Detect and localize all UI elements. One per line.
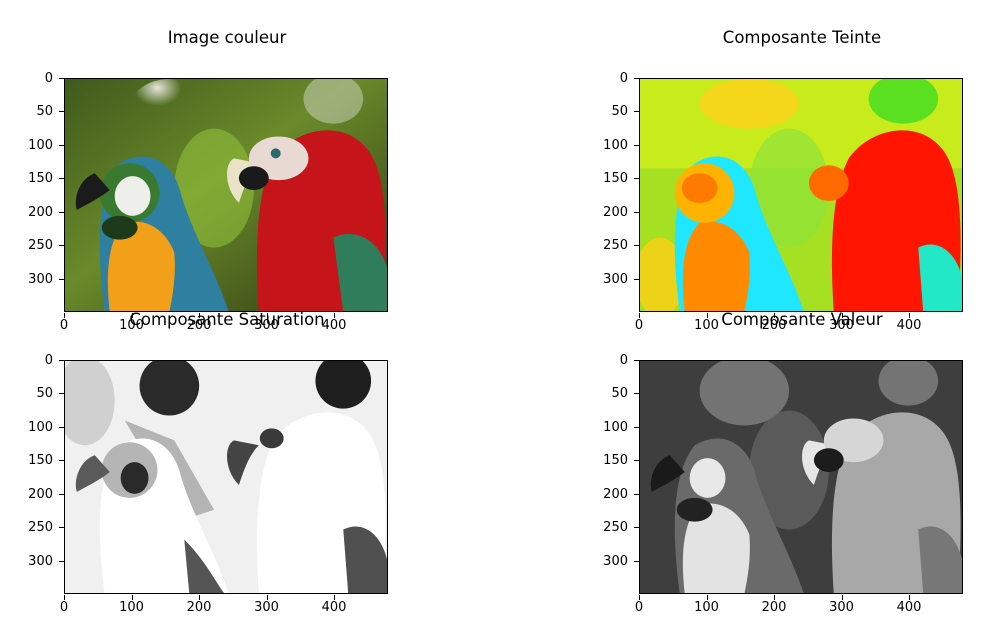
panel-title: Composante Saturation	[129, 310, 325, 329]
y-tick-label: 150	[576, 453, 639, 468]
y-tick-label: 250	[1, 520, 64, 535]
x-tick-label: 400	[889, 595, 929, 615]
y-tick-label: 100	[1, 420, 64, 435]
y-tick-label: 0	[1, 353, 64, 368]
y-tick-label: 200	[576, 205, 639, 220]
image-axes	[64, 78, 388, 312]
x-tick-label: 200	[754, 313, 794, 333]
image-axes	[64, 360, 388, 594]
x-tick-label: 0	[44, 313, 84, 333]
color-image	[65, 79, 387, 311]
value-image	[640, 361, 962, 593]
panel-saturation: Composante Saturation	[0, 308, 388, 598]
y-tick-label: 0	[576, 71, 639, 86]
x-tick-label: 300	[247, 595, 287, 615]
image-axes	[639, 78, 963, 312]
y-tick-label: 50	[576, 386, 639, 401]
panel-hue: Composante Teinte	[575, 26, 963, 316]
y-tick-label: 250	[1, 238, 64, 253]
x-tick-label: 300	[822, 313, 862, 333]
x-tick-label: 400	[314, 313, 354, 333]
x-tick-label: 100	[687, 595, 727, 615]
y-tick-label: 150	[1, 171, 64, 186]
y-tick-label: 150	[1, 453, 64, 468]
hue-image	[640, 79, 962, 311]
y-tick-label: 0	[576, 353, 639, 368]
y-tick-label: 200	[1, 487, 64, 502]
x-tick-label: 100	[112, 313, 152, 333]
y-tick-label: 300	[576, 272, 639, 287]
panel-title: Composante Valeur	[721, 310, 883, 329]
panel-title: Composante Teinte	[722, 28, 882, 47]
y-tick-label: 50	[1, 104, 64, 119]
image-axes	[639, 360, 963, 594]
y-tick-label: 250	[576, 520, 639, 535]
panel-color-image: Image couleur	[0, 26, 388, 316]
y-tick-label: 0	[1, 71, 64, 86]
y-tick-label: 100	[576, 420, 639, 435]
y-tick-label: 250	[576, 238, 639, 253]
x-tick-label: 0	[44, 595, 84, 615]
y-tick-label: 150	[576, 171, 639, 186]
y-tick-label: 50	[1, 386, 64, 401]
x-tick-label: 300	[822, 595, 862, 615]
x-tick-label: 300	[247, 313, 287, 333]
x-tick-label: 100	[687, 313, 727, 333]
y-tick-label: 50	[576, 104, 639, 119]
y-tick-label: 300	[1, 554, 64, 569]
x-tick-label: 200	[179, 313, 219, 333]
x-tick-label: 200	[754, 595, 794, 615]
y-tick-label: 100	[576, 138, 639, 153]
y-tick-label: 200	[1, 205, 64, 220]
x-tick-label: 0	[619, 313, 659, 333]
y-tick-label: 300	[576, 554, 639, 569]
y-tick-label: 100	[1, 138, 64, 153]
panel-title: Image couleur	[167, 28, 287, 47]
x-tick-label: 400	[889, 313, 929, 333]
y-tick-label: 300	[1, 272, 64, 287]
x-tick-label: 100	[112, 595, 152, 615]
saturation-image	[65, 361, 387, 593]
x-tick-label: 0	[619, 595, 659, 615]
panel-value: Composante Valeur	[575, 308, 963, 598]
y-tick-label: 200	[576, 487, 639, 502]
x-tick-label: 400	[314, 595, 354, 615]
x-tick-label: 200	[179, 595, 219, 615]
